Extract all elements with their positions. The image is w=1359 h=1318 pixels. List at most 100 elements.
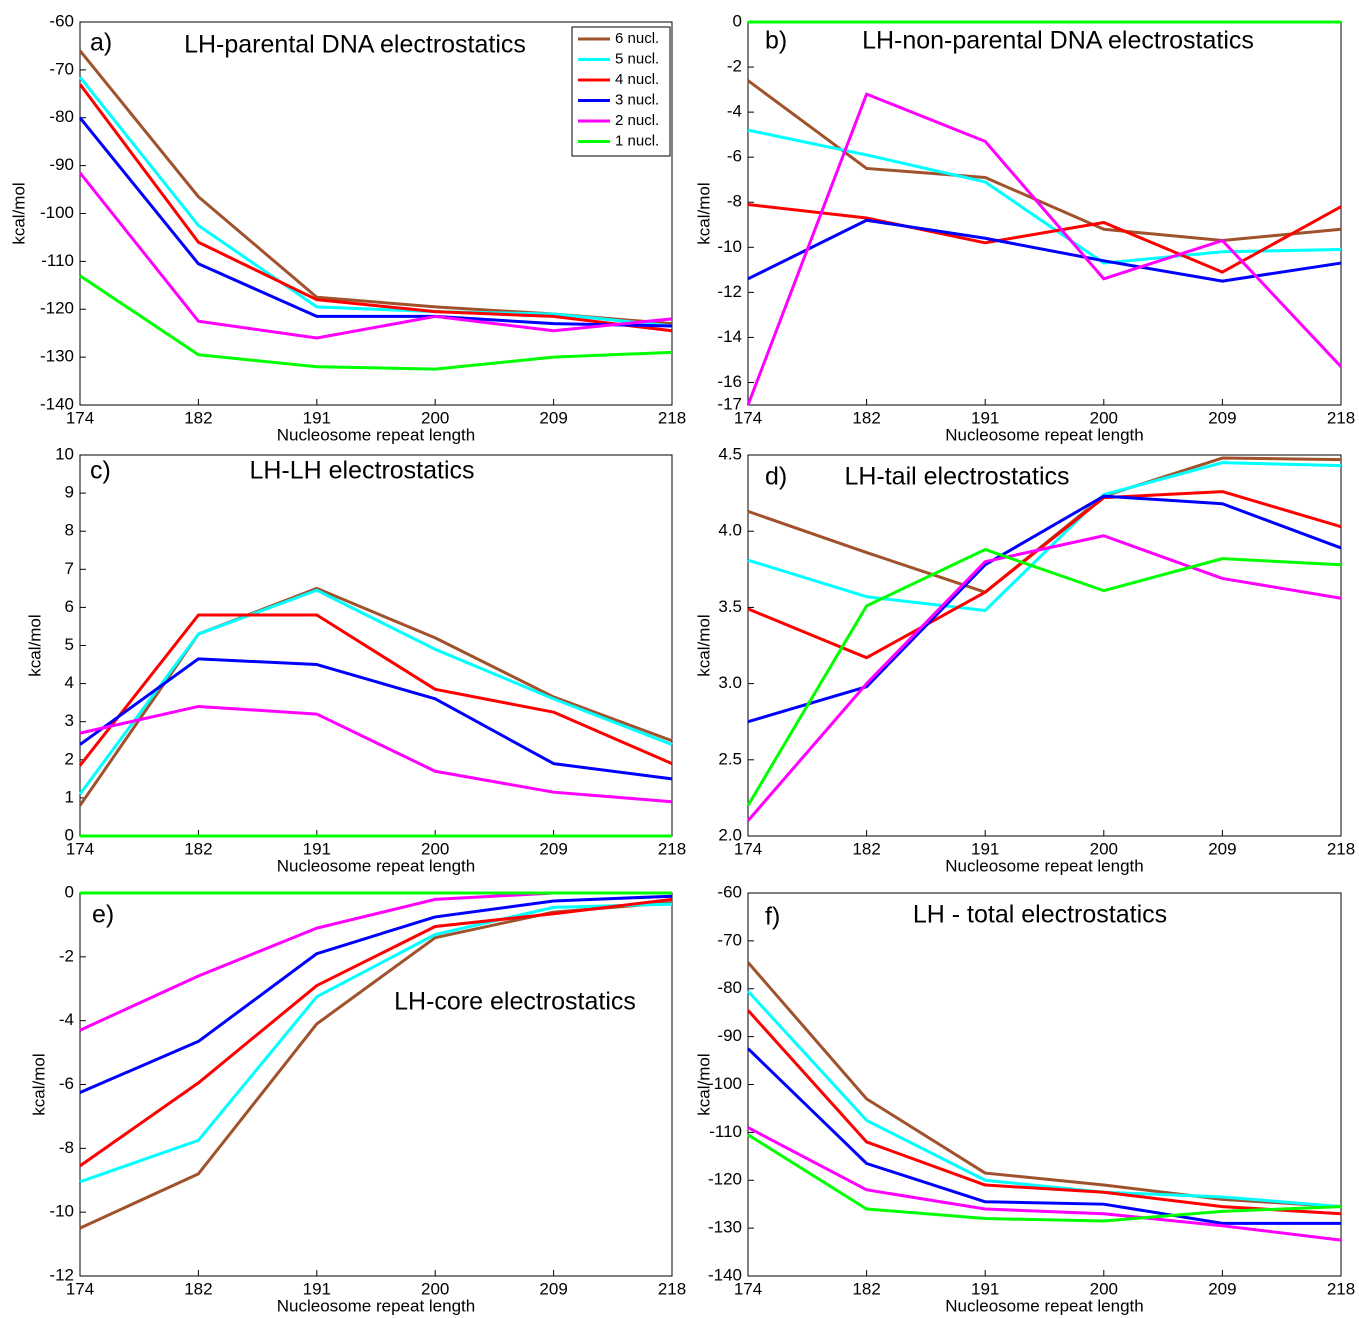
y-tick-label: -12 [717,282,742,301]
y-tick-label: 0 [65,825,74,844]
series-line [78,83,673,333]
y-tick-label: -130 [708,1218,742,1237]
x-tick-label: 200 [1090,839,1118,858]
series-line [746,961,1342,1209]
y-tick-label: 3.5 [718,597,742,616]
y-tick-label: 5 [65,635,74,654]
x-tick-label: 200 [421,1279,449,1298]
y-tick-label: -90 [717,1026,742,1045]
x-tick-label: 191 [971,408,999,427]
chart-title: LH - total electrostatics [913,901,1167,929]
series-line [79,902,673,1184]
x-tick-label: 191 [971,839,999,858]
series-line [747,1133,1342,1223]
y-axis-label: kcal/mol [694,614,713,676]
x-tick-label: 182 [852,408,880,427]
x-tick-label: 209 [1208,1279,1236,1298]
x-tick-label: 209 [539,839,567,858]
legend-box [571,26,671,157]
series-line [78,116,673,328]
x-tick-label: 174 [734,839,762,858]
x-axis-label: Nucleosome repeat length [945,425,1143,444]
x-tick-label: 218 [1327,839,1355,858]
series-line [78,588,673,795]
legend-label: 4 nucl. [615,71,659,88]
legend-label: 2 nucl. [615,112,659,129]
y-tick-label: -16 [717,372,742,391]
y-tick-label: -6 [727,147,742,166]
y-axis-label: kcal/mol [694,1053,713,1115]
y-tick-label: -140 [40,394,74,413]
x-tick-label: 182 [852,839,880,858]
panel: 2.0 2.5 3.0 3.5 4.0 4.5 174 182 191 200 209 218 Nucl… [694,444,1355,875]
y-tick-label: 2.0 [718,825,742,844]
series-line [747,79,1342,243]
legend-label: 1 nucl. [615,132,659,149]
y-tick-label: -110 [41,251,74,270]
y-tick-label: -70 [717,930,742,949]
y-tick-label: -60 [717,882,742,901]
y-tick-label: -100 [40,203,74,222]
y-tick-label: -8 [727,192,742,211]
y-tick-label: 3.0 [718,673,742,692]
x-tick-label: 218 [658,408,686,427]
x-tick-label: 182 [184,1279,212,1298]
chart-title: LH-LH electrostatics [249,457,474,485]
x-axis-label: Nucleosome repeat length [277,1296,475,1315]
x-tick-label: 174 [66,1279,94,1298]
y-tick-label: -2 [59,946,74,965]
x-axis-label: Nucleosome repeat length [277,425,475,444]
x-axis-label: Nucleosome repeat length [277,856,475,875]
y-tick-label: -130 [40,347,74,366]
x-tick-label: 191 [303,839,331,858]
legend-label: 3 nucl. [615,91,659,108]
plot-frame [79,454,673,837]
y-tick-label: 0 [733,11,742,30]
y-tick-label: -12 [49,1265,74,1284]
y-tick-label: -2 [727,57,742,76]
x-axis-label: Nucleosome repeat length [945,1296,1143,1315]
x-tick-label: 218 [658,839,686,858]
series-line [746,1009,1342,1216]
y-tick-label: -6 [59,1074,74,1093]
y-tick-label: -80 [717,978,742,997]
y-axis-label: kcal/mol [694,182,713,244]
series-line [78,76,673,328]
series-line [79,657,673,781]
series-line [79,274,673,371]
plot-frame [747,454,1342,837]
chart-title: LH-core electrostatics [394,988,636,1016]
panel-label: c) [90,457,111,485]
x-tick-label: 191 [303,408,331,427]
panel: -12 -10 -8 -6 -4 -2 0 174 182 191 200 209 218 Nucleos… [29,882,686,1315]
x-tick-label: 174 [734,408,762,427]
x-tick-label: 209 [539,1279,567,1298]
y-tick-label: -70 [49,59,74,78]
x-tick-label: 209 [1208,408,1236,427]
series-line [747,218,1342,283]
y-tick-label: -4 [59,1010,74,1029]
y-tick-label: -140 [708,1265,742,1284]
y-tick-label: -80 [49,107,74,126]
chart-title: LH-non-parental DNA electrostatics [862,27,1254,55]
series-line [79,704,673,804]
series-line [78,171,673,340]
series-line [747,128,1342,265]
y-tick-label: 9 [65,483,74,502]
x-tick-label: 200 [1090,408,1118,427]
y-tick-label: 10 [55,444,74,463]
series-line [747,1126,1342,1242]
x-tick-label: 174 [66,839,94,858]
panel-label: a) [90,29,112,57]
panel-label: e) [92,901,114,929]
series-line [747,494,1342,724]
panel-label: f) [765,903,780,931]
legend: 6 nucl. 5 nucl. 4 nucl. 3 nucl. 2 nucl. 1 nuc… [571,26,671,157]
legend-label: 5 nucl. [615,50,659,67]
y-tick-label: 2.5 [718,749,742,768]
y-tick-label: 4 [65,673,74,692]
x-tick-label: 209 [1208,839,1236,858]
y-axis-label: kcal/mol [25,614,44,676]
y-tick-label: -120 [708,1170,742,1189]
